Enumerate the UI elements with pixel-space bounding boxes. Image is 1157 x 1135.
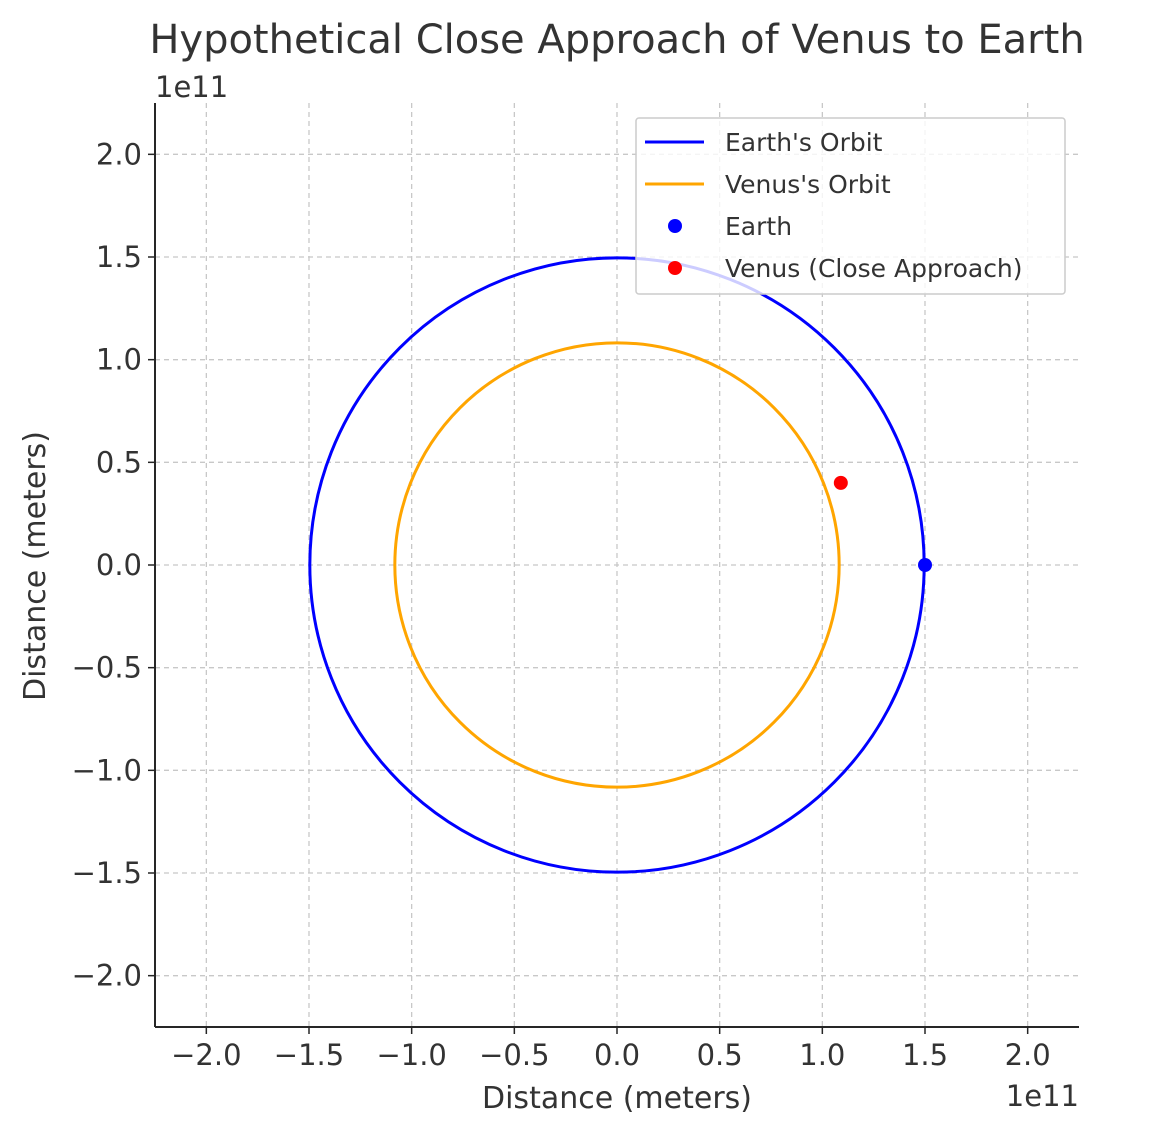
x-offset-label: 1e11: [1006, 1079, 1079, 1113]
y-tick-label: −1.0: [72, 753, 142, 787]
legend-swatch-earth: [668, 219, 682, 233]
legend-swatch-venus-close-approach: [668, 261, 682, 275]
x-axis-label: Distance (meters): [482, 1081, 752, 1116]
x-tick-label: 0.0: [594, 1038, 640, 1072]
plot-area: [308, 256, 932, 874]
y-tick-label: 1.0: [96, 343, 142, 377]
x-tick-label: −2.0: [171, 1038, 241, 1072]
y-tick-label: −1.5: [72, 856, 142, 890]
legend-label-venus-s-orbit: Venus's Orbit: [725, 170, 891, 199]
legend-label-earth-s-orbit: Earth's Orbit: [725, 128, 883, 157]
x-tick-label: −1.5: [274, 1038, 344, 1072]
axes: −2.0 −1.5 −1.0 −0.5 0.0 0.5 1.0 1.5 2.0−2.0−1.5−…: [72, 103, 1079, 1072]
x-tick-label: 1.0: [799, 1038, 845, 1072]
y-tick-label: −0.5: [72, 651, 142, 685]
y-axis-label: Distance (meters): [18, 431, 53, 701]
y-tick-label: 1.5: [96, 240, 142, 274]
x-tick-label: 1.5: [902, 1038, 948, 1072]
legend-label-earth: Earth: [725, 212, 792, 241]
y-tick-label: 0.0: [96, 548, 142, 582]
legend-label-venus-close-approach: Venus (Close Approach): [725, 254, 1023, 283]
venus-close-approach-point: [833, 475, 848, 490]
y-tick-label: −2.0: [72, 959, 142, 993]
x-tick-label: −1.0: [376, 1038, 446, 1072]
legend: Earth's Orbit Venus's Orbit Earth Venus (Cl…: [635, 117, 1066, 295]
y-tick-label: 2.0: [96, 137, 142, 171]
y-offset-label: 1e11: [155, 70, 228, 104]
venus-s-orbit-line: [393, 341, 841, 789]
chart-title: Hypothetical Close Approach of Venus to …: [149, 17, 1084, 63]
x-tick-label: 0.5: [697, 1038, 743, 1072]
earth-point: [918, 558, 932, 572]
legend-box: [635, 117, 1066, 295]
x-tick-label: −0.5: [479, 1038, 549, 1072]
y-tick-label: 0.5: [96, 445, 142, 479]
x-tick-label: 2.0: [1005, 1038, 1051, 1072]
